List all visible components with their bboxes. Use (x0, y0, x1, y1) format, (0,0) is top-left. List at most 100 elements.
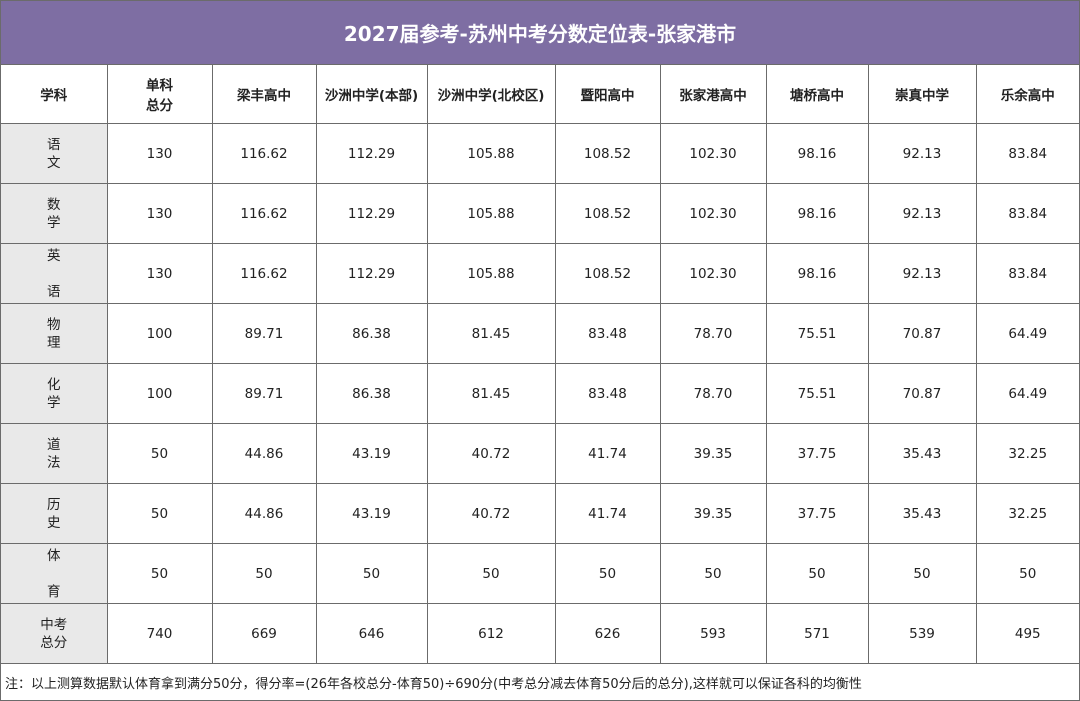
score-cell: 35.43 (867, 483, 977, 544)
header-row: 学科 单科 总分 梁丰高中 沙洲中学(本部) 沙洲中学(北校区) 暨阳高中 张家… (1, 65, 1079, 124)
header-school-liangfeng: 梁丰高中 (211, 65, 317, 124)
table-row: 物理 100 89.71 86.38 81.45 83.48 78.70 75.51 70.87… (1, 303, 1079, 364)
score-cell: 43.19 (315, 423, 428, 484)
score-cell: 81.45 (426, 363, 556, 424)
subject-line2: 语 (47, 283, 61, 300)
score-cell: 83.84 (975, 123, 1079, 184)
subject-line2: 总分 (40, 634, 68, 651)
score-cell: 112.29 (315, 243, 428, 304)
score-cell: 646 (315, 603, 428, 664)
score-cell: 32.25 (975, 483, 1079, 544)
score-cell: 50 (867, 543, 977, 604)
score-cell: 102.30 (659, 123, 767, 184)
table-row: 英语 130 116.62 112.29 105.88 108.52 102.30 98.16… (1, 243, 1079, 304)
score-cell: 102.30 (659, 183, 767, 244)
table-title: 2027届参考-苏州中考分数定位表-张家港市 (1, 1, 1079, 65)
subject-cell: 数学 (1, 183, 108, 244)
score-cell: 35.43 (867, 423, 977, 484)
header-school-tangqiao: 塘桥高中 (765, 65, 869, 124)
score-cell: 83.84 (975, 183, 1079, 244)
header-school-shazhou-north: 沙洲中学(北校区) (426, 65, 556, 124)
score-cell: 50 (659, 543, 767, 604)
score-cell: 571 (765, 603, 869, 664)
subject-cell: 物理 (1, 303, 108, 364)
score-cell: 105.88 (426, 183, 556, 244)
score-cell: 108.52 (554, 243, 661, 304)
score-cell: 92.13 (867, 183, 977, 244)
score-cell: 83.48 (554, 363, 661, 424)
score-cell: 626 (554, 603, 661, 664)
score-cell: 86.38 (315, 363, 428, 424)
score-cell: 92.13 (867, 243, 977, 304)
score-cell: 89.71 (211, 303, 317, 364)
score-cell: 50 (315, 543, 428, 604)
score-cell: 32.25 (975, 423, 1079, 484)
subject-line1: 化 (47, 376, 61, 393)
score-cell: 102.30 (659, 243, 767, 304)
score-cell: 92.13 (867, 123, 977, 184)
subject-line1: 历 (47, 496, 61, 513)
score-cell: 98.16 (765, 243, 869, 304)
table-row: 化学 100 89.71 86.38 81.45 83.48 78.70 75.51 70.87… (1, 363, 1079, 424)
note-row: 注：以上测算数据默认体育拿到满分50分，得分率=(26年各校总分-体育50)÷6… (1, 663, 1079, 700)
subject-cell: 中考 总分 (1, 603, 108, 664)
score-cell: 41.74 (554, 423, 661, 484)
score-cell: 75.51 (765, 363, 869, 424)
header-school-shazhou-main: 沙洲中学(本部) (315, 65, 428, 124)
subject-line2: 育 (47, 583, 61, 600)
subject-cell: 历史 (1, 483, 108, 544)
score-cell: 495 (975, 603, 1079, 664)
table-body: 语文 130 116.62 112.29 105.88 108.52 102.30 98.16… (1, 123, 1079, 664)
score-cell: 112.29 (315, 183, 428, 244)
subject-line2: 法 (47, 454, 61, 471)
score-cell: 41.74 (554, 483, 661, 544)
score-cell: 116.62 (211, 123, 317, 184)
score-cell: 78.70 (659, 363, 767, 424)
table-row: 道法 50 44.86 43.19 40.72 41.74 39.35 37.75 35.43 3… (1, 423, 1079, 484)
score-cell: 40.72 (426, 483, 556, 544)
score-cell: 105.88 (426, 243, 556, 304)
subject-line1: 体 (47, 547, 61, 564)
score-cell: 50 (426, 543, 556, 604)
subject-cell: 化学 (1, 363, 108, 424)
subject-line1: 数 (47, 196, 61, 213)
header-single-total-line1: 单科 (146, 78, 173, 94)
score-cell: 75.51 (765, 303, 869, 364)
subject-cell: 英语 (1, 243, 108, 304)
score-cell: 39.35 (659, 483, 767, 544)
score-cell: 81.45 (426, 303, 556, 364)
score-cell: 50 (765, 543, 869, 604)
table-row: 数学 130 116.62 112.29 105.88 108.52 102.30 98.16… (1, 183, 1079, 244)
score-cell: 89.71 (211, 363, 317, 424)
score-cell: 39.35 (659, 423, 767, 484)
subject-line1: 中考 (40, 616, 68, 633)
score-cell: 37.75 (765, 423, 869, 484)
full-score-cell: 50 (106, 543, 213, 604)
score-cell: 43.19 (315, 483, 428, 544)
subject-cell: 道法 (1, 423, 108, 484)
score-table: 学科 单科 总分 梁丰高中 沙洲中学(本部) 沙洲中学(北校区) 暨阳高中 张家… (1, 65, 1079, 700)
header-school-jiyang: 暨阳高中 (554, 65, 661, 124)
full-score-cell: 100 (106, 363, 213, 424)
subject-line2: 文 (47, 154, 61, 171)
score-cell: 50 (975, 543, 1079, 604)
score-cell: 86.38 (315, 303, 428, 364)
score-cell: 50 (554, 543, 661, 604)
score-cell: 70.87 (867, 303, 977, 364)
score-cell: 112.29 (315, 123, 428, 184)
full-score-cell: 100 (106, 303, 213, 364)
score-cell: 37.75 (765, 483, 869, 544)
full-score-cell: 130 (106, 123, 213, 184)
score-cell: 116.62 (211, 183, 317, 244)
score-cell: 593 (659, 603, 767, 664)
subject-line2: 史 (47, 514, 61, 531)
full-score-cell: 50 (106, 483, 213, 544)
score-cell: 98.16 (765, 123, 869, 184)
score-cell: 78.70 (659, 303, 767, 364)
score-cell: 108.52 (554, 123, 661, 184)
header-single-total: 单科 总分 (106, 65, 213, 124)
header-school-leyu: 乐余高中 (975, 65, 1079, 124)
full-score-cell: 740 (106, 603, 213, 664)
subject-cell: 体育 (1, 543, 108, 604)
